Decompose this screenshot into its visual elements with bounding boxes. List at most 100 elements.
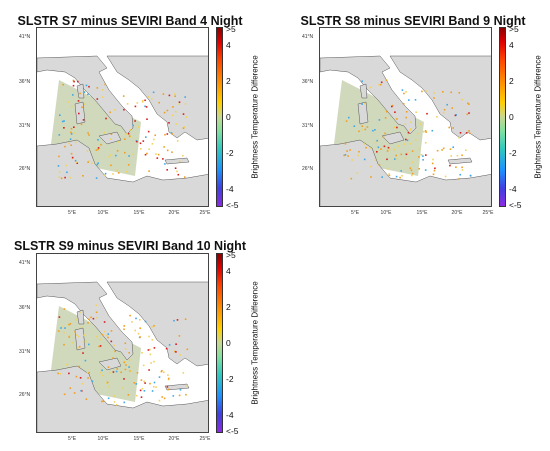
difference-point — [384, 110, 387, 112]
map-canvas — [37, 55, 208, 206]
difference-point — [388, 173, 390, 175]
difference-point — [110, 330, 113, 332]
difference-point — [465, 149, 467, 151]
difference-point — [380, 148, 382, 150]
difference-point — [141, 387, 144, 390]
difference-point — [156, 157, 159, 159]
map-frame — [319, 27, 492, 207]
difference-point — [87, 161, 89, 163]
difference-point — [448, 126, 450, 129]
difference-point — [96, 87, 99, 89]
difference-point — [357, 154, 360, 157]
difference-point — [135, 394, 138, 397]
difference-point — [101, 89, 104, 91]
lon-label: 25°E — [199, 436, 211, 442]
difference-point — [161, 396, 163, 398]
difference-point — [393, 126, 396, 129]
difference-point — [139, 389, 142, 392]
difference-point — [172, 106, 174, 108]
difference-point — [135, 317, 137, 320]
lon-label: 15°E — [416, 210, 428, 216]
difference-point — [459, 173, 461, 176]
difference-point — [149, 353, 152, 356]
difference-point — [361, 125, 363, 127]
difference-point — [99, 371, 102, 374]
difference-point — [167, 378, 170, 381]
land-mass — [389, 55, 491, 141]
difference-point — [124, 368, 127, 371]
difference-point — [365, 146, 367, 149]
difference-point — [88, 371, 90, 374]
difference-point — [75, 375, 78, 378]
difference-point — [168, 122, 170, 124]
difference-point — [124, 138, 126, 140]
difference-point — [63, 393, 66, 396]
difference-point — [132, 124, 134, 127]
panel-title: SLSTR S7 minus SEVIRI Band 4 Night — [17, 14, 243, 28]
difference-point — [126, 103, 129, 105]
difference-point — [81, 382, 84, 385]
difference-point — [123, 378, 125, 380]
difference-point — [424, 130, 427, 132]
difference-point — [142, 364, 145, 367]
difference-point — [376, 139, 378, 142]
difference-point — [346, 150, 348, 152]
difference-point — [140, 148, 142, 150]
difference-point — [116, 169, 118, 172]
difference-point — [452, 146, 454, 148]
difference-point — [101, 369, 103, 372]
difference-point — [414, 99, 417, 101]
difference-point — [134, 120, 136, 122]
colorbar-label: Brightness Temperature Difference — [250, 55, 260, 179]
colorbar-tick: >5 — [509, 24, 519, 34]
colorbar — [216, 253, 223, 433]
difference-point — [125, 364, 127, 366]
difference-point — [424, 169, 427, 171]
land-mass — [98, 131, 122, 145]
difference-point — [184, 176, 186, 178]
difference-point — [123, 361, 126, 364]
difference-point — [157, 153, 160, 156]
difference-point — [401, 174, 403, 177]
difference-point — [97, 139, 99, 141]
difference-point — [125, 170, 128, 173]
difference-point — [82, 175, 84, 177]
difference-point — [100, 143, 102, 146]
difference-point — [177, 173, 180, 176]
difference-point — [184, 103, 187, 105]
difference-point — [103, 330, 106, 333]
colorbar-tick: -2 — [226, 148, 234, 158]
difference-point — [363, 143, 365, 145]
difference-point — [404, 157, 407, 159]
land-mass — [98, 357, 122, 371]
difference-point — [170, 132, 173, 134]
difference-point — [344, 143, 347, 145]
difference-point — [467, 102, 469, 105]
difference-point — [117, 141, 120, 143]
difference-point — [91, 162, 93, 165]
difference-point — [78, 112, 80, 115]
difference-point — [72, 79, 75, 82]
difference-point — [175, 343, 177, 345]
difference-point — [68, 336, 70, 338]
difference-point — [72, 84, 75, 87]
difference-point — [110, 340, 113, 343]
colorbar-tick: 2 — [226, 76, 231, 86]
difference-point — [144, 99, 146, 102]
difference-point — [58, 171, 61, 173]
difference-point — [370, 176, 372, 178]
land-mass — [164, 157, 190, 165]
difference-point — [431, 162, 434, 165]
difference-point — [63, 331, 65, 334]
difference-point — [134, 105, 137, 108]
difference-point — [163, 397, 166, 400]
difference-point — [164, 133, 166, 136]
difference-point — [183, 126, 186, 128]
difference-point — [420, 154, 423, 156]
difference-point — [139, 336, 141, 338]
difference-point — [140, 379, 143, 381]
difference-point — [468, 112, 470, 114]
difference-point — [369, 147, 371, 149]
lon-label: 20°E — [168, 210, 180, 216]
difference-point — [155, 386, 157, 388]
